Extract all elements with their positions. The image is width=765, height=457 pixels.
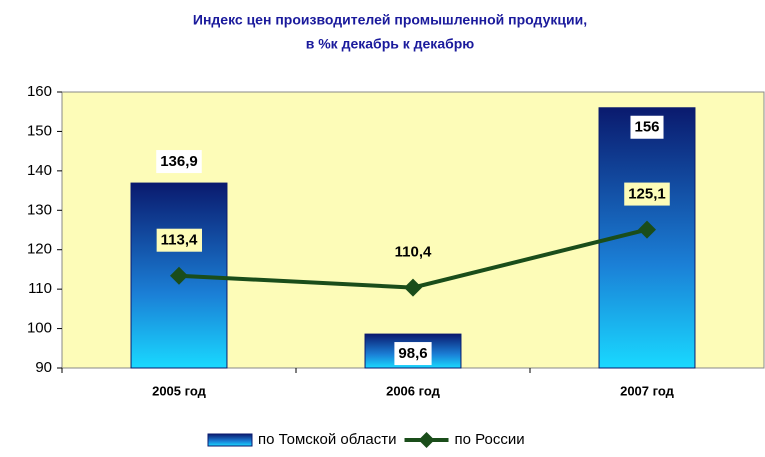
- chart-subtitle: в %к декабрь к декабрю: [306, 36, 475, 52]
- y-tick-label: 130: [27, 201, 52, 218]
- y-tick-label: 110: [28, 280, 52, 297]
- line-value-label: 113,4: [161, 232, 198, 249]
- line-value-label: 125,1: [628, 186, 666, 203]
- y-tick-label: 120: [27, 241, 52, 258]
- x-tick-label: 2005 год: [152, 383, 207, 398]
- bar-value-label: 98,6: [398, 345, 427, 362]
- legend-swatch: [207, 433, 253, 447]
- line-marker: [404, 278, 422, 297]
- y-tick-label: 90: [35, 359, 52, 376]
- y-tick-label: 140: [27, 162, 52, 179]
- y-tick-label: 100: [27, 320, 52, 337]
- bar-value-label-bg: [630, 115, 664, 139]
- x-tick-label: 2007 год: [620, 383, 675, 398]
- legend-marker: [418, 432, 435, 448]
- chart-title: Индекс цен производителей промышленной п…: [193, 12, 587, 28]
- legend-label: по Томской области: [258, 431, 397, 448]
- legend-label: по России: [455, 431, 525, 448]
- bar-value-label: 156: [634, 119, 659, 136]
- y-tick-label: 160: [27, 83, 52, 100]
- line-value-label: 110,4: [395, 244, 432, 261]
- line-marker: [170, 266, 188, 285]
- line-marker: [638, 220, 656, 239]
- bar-value-label-bg: [156, 150, 202, 174]
- x-tick-label: 2006 год: [386, 383, 441, 398]
- line-value-label-bg: [156, 228, 203, 252]
- bar-value-label-bg: [394, 342, 432, 366]
- y-tick-label: 150: [27, 122, 52, 139]
- line-value-label-bg: [624, 182, 670, 206]
- bar-value-label: 136,9: [160, 153, 198, 170]
